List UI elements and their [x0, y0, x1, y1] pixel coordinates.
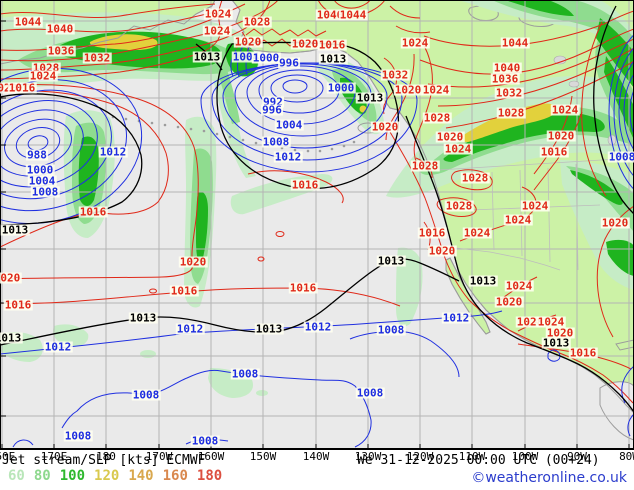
legend-value: 160 [162, 468, 188, 484]
jet-stream-shading [0, 0, 634, 398]
legend-value: 180 [196, 468, 223, 484]
graticule [0, 0, 634, 449]
speed-legend: 60 80 100 120 140 160 180 [8, 468, 222, 484]
longitude-label: 80W [619, 450, 634, 463]
legend-value: 60 [8, 468, 25, 484]
longitude-label: 140W [302, 450, 330, 463]
hudson-low-rings [608, 33, 634, 191]
longitude-label: 150W [249, 450, 277, 463]
legend-value: 140 [128, 468, 154, 484]
map-title: Jet stream/SLP [kts] ECMWF [2, 453, 206, 468]
legend-value: 120 [94, 468, 120, 484]
legend-value: 80 [33, 468, 51, 484]
valid-datetime: We 31-12-2025 00:00 UTC (00+24) [357, 453, 600, 468]
map-canvas [0, 0, 634, 450]
map-graphic [0, 0, 634, 449]
aleutian-islands [111, 115, 356, 153]
copyright: ©weatheronline.co.uk [471, 470, 627, 486]
legend-value: 100 [59, 468, 86, 484]
lakes [553, 55, 617, 146]
